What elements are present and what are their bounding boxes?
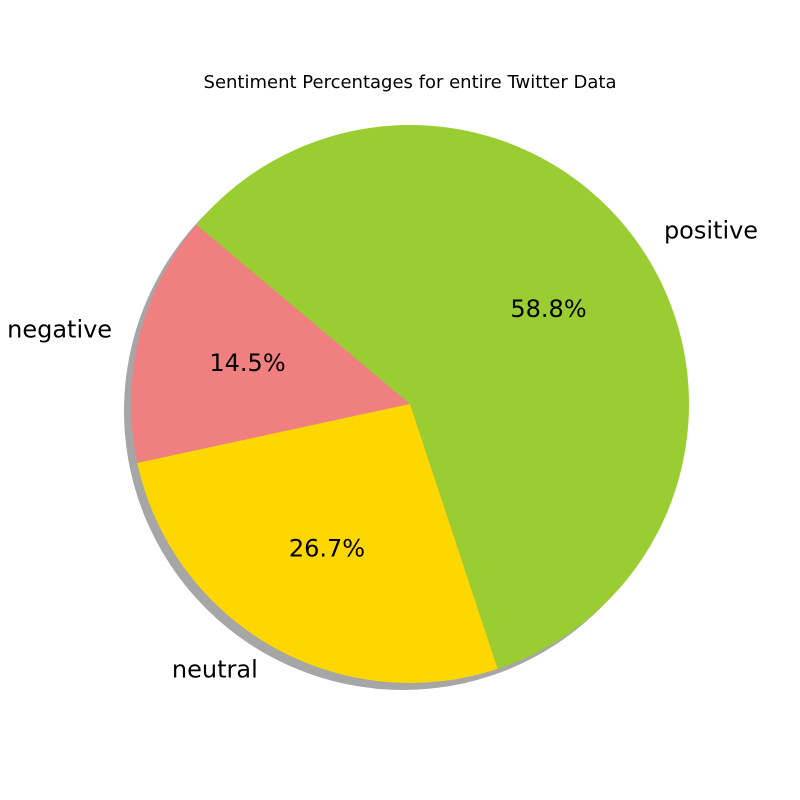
slice-positive	[196, 125, 690, 669]
slice-percentage-positive: 58.8%	[510, 295, 586, 323]
slice-percentage-negative: 14.5%	[209, 349, 285, 377]
slice-negative	[131, 224, 410, 463]
slice-label-positive: positive	[664, 217, 758, 245]
slice-neutral	[137, 404, 498, 683]
chart-title: Sentiment Percentages for entire Twitter…	[204, 72, 617, 93]
pie-labels: negative 14.5% neutral 26.7% positive 58.8%	[7, 217, 758, 684]
slice-label-negative: negative	[7, 315, 112, 343]
slice-percentage-neutral: 26.7%	[289, 534, 365, 562]
pie-slices	[131, 125, 690, 683]
slice-label-neutral: neutral	[172, 655, 258, 683]
